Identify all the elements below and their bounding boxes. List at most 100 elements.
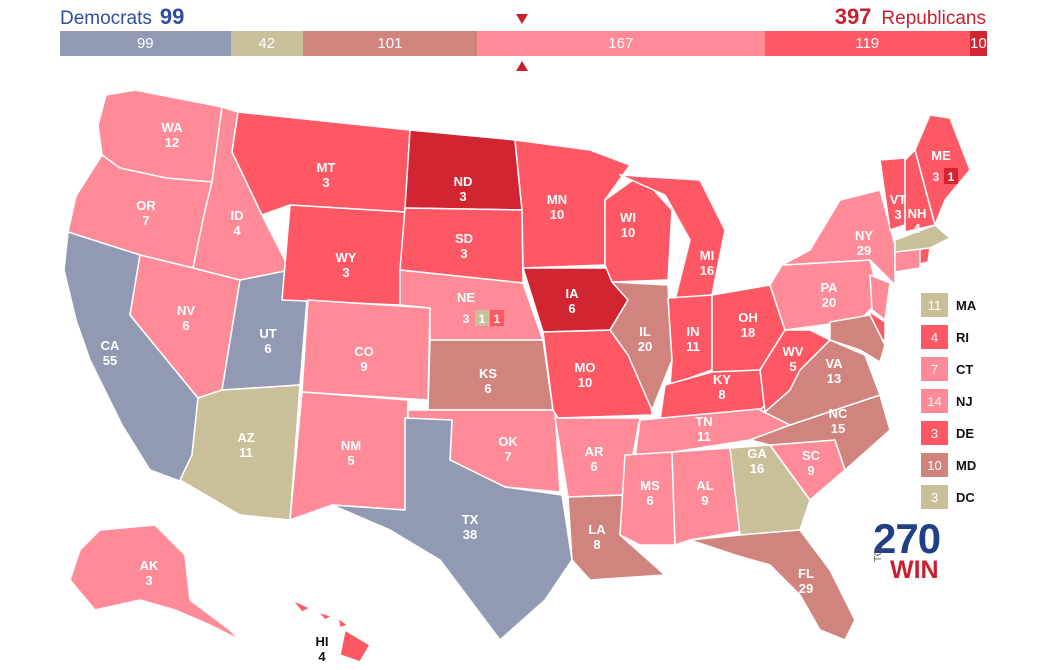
state-label-KY: KY: [713, 372, 731, 387]
state-label-OR: OR: [136, 198, 156, 213]
me-district-2-box[interactable]: [944, 168, 958, 184]
state-label-SC: SC: [802, 448, 821, 463]
state-label-NV: NV: [177, 303, 195, 318]
state-label-IL: IL: [639, 324, 651, 339]
bar-segment-lean-rep[interactable]: 167: [476, 31, 765, 56]
state-TX[interactable]: [331, 417, 573, 641]
state-ev-KY: 8: [718, 387, 725, 402]
state-label-OK: OK: [498, 434, 518, 449]
state-NJ[interactable]: [869, 274, 891, 321]
state-label-HI: HI: [316, 634, 329, 649]
state-GA[interactable]: [729, 444, 811, 536]
state-ev-LA: 8: [593, 537, 600, 552]
270towin-logo: 270 TO WIN: [873, 518, 941, 585]
state-ev-UT: 6: [264, 341, 271, 356]
legend-state-label: DE: [956, 425, 975, 441]
state-ev-KS: 6: [484, 381, 491, 396]
state-MD[interactable]: [829, 314, 886, 363]
legend-ev-box[interactable]: 3: [921, 421, 948, 445]
state-MS[interactable]: [619, 451, 676, 546]
ne-district-ev-b: 1: [494, 312, 501, 326]
state-label-IN: IN: [687, 324, 700, 339]
state-ev-MO: 10: [578, 375, 592, 390]
legend-state-label: RI: [956, 329, 969, 345]
republicans-total: 397 Republicans: [835, 4, 986, 30]
state-AZ[interactable]: [179, 384, 301, 521]
state-HI[interactable]: [291, 599, 371, 663]
legend-state-label: CT: [956, 361, 974, 377]
state-label-NC: NC: [829, 406, 848, 421]
bar-segment-tilt-rep[interactable]: 101: [302, 31, 477, 56]
legend-state-label: MA: [956, 297, 977, 313]
legend-row-dc[interactable]: 3 DC: [921, 481, 976, 513]
bar-segment-tossup[interactable]: 42: [230, 31, 303, 56]
republicans-label: Republicans: [881, 8, 986, 29]
bar-segment-value: 101: [377, 35, 403, 52]
state-label-ME: ME: [931, 148, 951, 163]
democrats-ev: 99: [159, 4, 185, 29]
state-label-SD: SD: [455, 231, 473, 246]
state-ev-IN: 11: [686, 339, 700, 354]
state-ev-CA: 55: [103, 353, 117, 368]
state-ev-WI: 10: [621, 225, 635, 240]
state-FL[interactable]: [689, 529, 856, 641]
state-ev-VT: 3: [894, 207, 901, 222]
ne-district-2-box[interactable]: [490, 310, 504, 326]
legend-ev-box[interactable]: 4: [921, 325, 948, 349]
270-marker-bottom-icon: [516, 61, 528, 71]
state-label-TX: TX: [462, 512, 479, 527]
legend-ev-box[interactable]: 10: [921, 453, 948, 477]
legend-ev-box[interactable]: 7: [921, 357, 948, 381]
legend-row-ri[interactable]: 4 RI: [921, 321, 976, 353]
state-ev-PA: 20: [822, 295, 836, 310]
legend-state-label: DC: [956, 489, 975, 505]
state-ev-WV: 5: [789, 359, 796, 374]
legend-ev-box[interactable]: 11: [921, 293, 948, 317]
bar-segment-safe-rep[interactable]: 10: [969, 31, 987, 56]
state-ev-SD: 3: [460, 246, 467, 261]
ne-district-ev-a: 1: [479, 312, 486, 326]
legend-row-ma[interactable]: 11 MA: [921, 289, 976, 321]
state-ev-HI: 4: [318, 649, 326, 664]
ev-summary-bar: 99 42 101 167 119 10: [60, 31, 987, 56]
state-MA[interactable]: [894, 224, 951, 253]
state-label-AR: AR: [585, 444, 604, 459]
ne-district-1-box[interactable]: [475, 310, 489, 326]
legend-row-md[interactable]: 10 MD: [921, 449, 976, 481]
state-ev-MI: 16: [700, 263, 714, 278]
state-WI[interactable]: [604, 174, 673, 283]
state-label-WA: WA: [162, 120, 184, 135]
state-label-AZ: AZ: [237, 430, 254, 445]
democrats-total: Democrats 99: [60, 4, 184, 30]
state-ev-MS: 6: [646, 493, 653, 508]
legend-ev-box[interactable]: 3: [921, 485, 948, 509]
legend-row-de[interactable]: 3 DE: [921, 417, 976, 449]
state-label-CO: CO: [354, 344, 374, 359]
270-marker-top-icon: [516, 14, 528, 24]
logo-to: TO: [873, 548, 884, 562]
state-label-MI: MI: [700, 248, 714, 263]
state-label-NE: NE: [457, 290, 475, 305]
state-ev-MT: 3: [322, 175, 329, 190]
legend-row-nj[interactable]: 14 NJ: [921, 385, 976, 417]
legend-state-label: NJ: [956, 393, 973, 409]
state-AK[interactable]: [69, 524, 241, 641]
state-label-VT: VT: [890, 192, 907, 207]
state-label-PA: PA: [820, 280, 838, 295]
legend-ev-box[interactable]: 14: [921, 389, 948, 413]
state-ev-MN: 10: [550, 207, 564, 222]
state-ev-IA: 6: [568, 301, 575, 316]
bar-segment-safe-dem[interactable]: 99: [60, 31, 231, 56]
legend-row-ct[interactable]: 7 CT: [921, 353, 976, 385]
bar-segment-likely-rep[interactable]: 119: [764, 31, 970, 56]
state-label-MT: MT: [317, 160, 336, 175]
state-ev-SC: 9: [807, 463, 814, 478]
state-label-MN: MN: [547, 192, 567, 207]
state-ev-AZ: 11: [239, 445, 253, 460]
state-ev-IL: 20: [638, 339, 652, 354]
state-AL[interactable]: [671, 447, 749, 546]
state-ev-OH: 18: [741, 325, 755, 340]
me-district-1-box[interactable]: [929, 168, 943, 184]
state-label-UT: UT: [259, 326, 276, 341]
